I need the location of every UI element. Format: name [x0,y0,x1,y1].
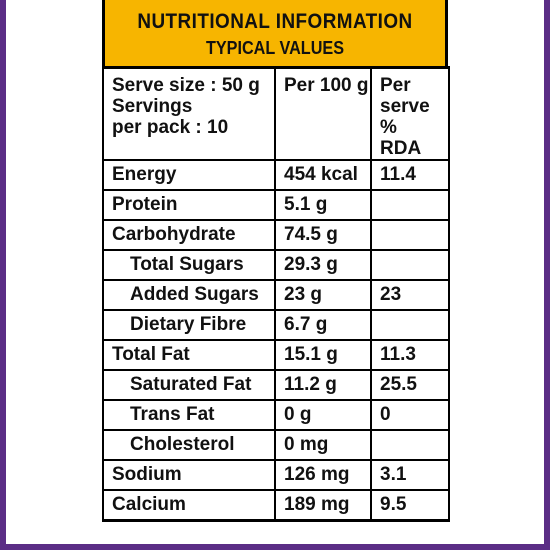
table-row: Sodium 126 mg 3.1 [102,459,450,491]
nutrient-per-100g: 5.1 g [274,189,372,221]
nutrient-rda: 11.4 [370,159,450,191]
table-row: Carbohydrate 74.5 g [102,219,450,251]
table-row: Energy 454 kcal 11.4 [102,159,450,191]
nutrient-name: Carbohydrate [102,219,276,251]
nutrient-name: Added Sugars [102,279,276,311]
table-row: Calcium 189 mg 9.5 [102,489,450,522]
label-subtitle: TYPICAL VALUES [205,38,345,58]
table-row: Trans Fat 0 g 0 [102,399,450,431]
nutrient-per-100g: 74.5 g [274,219,372,251]
per-serve-rda-header: Per serve % RDA [370,66,450,161]
nutrient-per-100g: 29.3 g [274,249,372,281]
per-serve-line-1: Per [380,75,411,96]
servings-label: Servings [112,96,193,117]
table-row: Protein 5.1 g [102,189,450,221]
nutrient-per-100g: 15.1 g [274,339,372,371]
table-row: Total Fat 15.1 g 11.3 [102,339,450,371]
nutrient-rda [370,309,450,341]
nutrient-name: Total Fat [102,339,276,371]
nutrient-rda: 3.1 [370,459,450,491]
table-row: Cholesterol 0 mg [102,429,450,461]
label-panel: NUTRITIONAL INFORMATION TYPICAL VALUES S… [6,0,544,544]
per-100g-header: Per 100 g [274,66,372,161]
nutrient-name: Calcium [102,489,276,522]
nutrient-per-100g: 0 g [274,399,372,431]
nutrient-name: Trans Fat [102,399,276,431]
serve-size-header: Serve size : 50 g Servings per pack : 10 [102,66,276,161]
nutrient-per-100g: 23 g [274,279,372,311]
nutrient-rda [370,219,450,251]
nutrient-name: Cholesterol [102,429,276,461]
nutrient-per-100g: 0 mg [274,429,372,461]
nutrient-rda [370,189,450,221]
per-pack-label: per pack : 10 [112,117,229,138]
table-row: Dietary Fibre 6.7 g [102,309,450,341]
nutrient-per-100g: 11.2 g [274,369,372,401]
serve-size-label: Serve size : 50 g [112,75,260,96]
label-header: NUTRITIONAL INFORMATION TYPICAL VALUES [102,0,448,66]
nutrient-name: Saturated Fat [102,369,276,401]
nutrient-rda: 11.3 [370,339,450,371]
table-row: Saturated Fat 11.2 g 25.5 [102,369,450,401]
nutrient-rda: 23 [370,279,450,311]
table-header-row: Serve size : 50 g Servings per pack : 10… [102,66,450,161]
nutrition-table: Serve size : 50 g Servings per pack : 10… [102,66,450,522]
nutrient-name: Energy [102,159,276,191]
nutrient-per-100g: 454 kcal [274,159,372,191]
nutrient-name: Total Sugars [102,249,276,281]
table-row: Added Sugars 23 g 23 [102,279,450,311]
nutrient-rda: 9.5 [370,489,450,522]
nutrient-rda: 25.5 [370,369,450,401]
nutrient-per-100g: 126 mg [274,459,372,491]
nutrient-rda [370,249,450,281]
nutrient-rda: 0 [370,399,450,431]
table-row: Total Sugars 29.3 g [102,249,450,281]
nutrient-name: Dietary Fibre [102,309,276,341]
per-serve-line-2: serve % [380,96,430,138]
nutrient-per-100g: 189 mg [274,489,372,522]
nutrient-name: Protein [102,189,276,221]
per-serve-line-3: RDA [380,138,422,159]
nutrient-rda [370,429,450,461]
label-title: NUTRITIONAL INFORMATION [137,10,413,33]
nutrient-name: Sodium [102,459,276,491]
nutrient-per-100g: 6.7 g [274,309,372,341]
